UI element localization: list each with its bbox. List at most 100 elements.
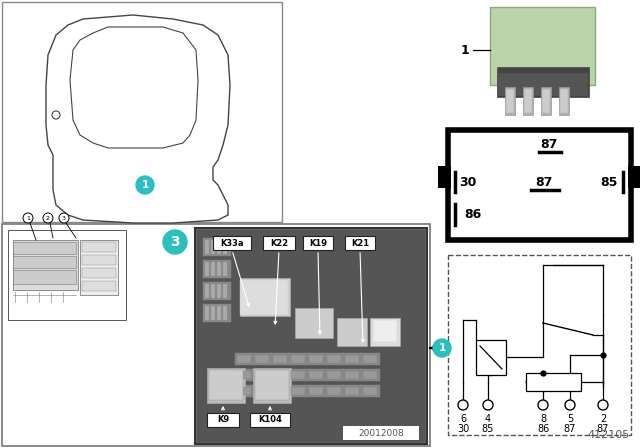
Bar (223, 306, 227, 320)
Text: 4: 4 (485, 414, 491, 424)
Text: 1: 1 (438, 343, 445, 353)
Bar (223, 262, 227, 276)
Bar (506, 89, 514, 113)
Circle shape (538, 400, 548, 410)
FancyBboxPatch shape (490, 7, 595, 85)
Bar (235, 353, 380, 365)
Bar (560, 89, 568, 113)
Text: 20012008: 20012008 (358, 428, 404, 438)
Text: 1: 1 (141, 180, 148, 190)
Text: 85: 85 (482, 424, 494, 434)
Bar (263, 236, 295, 250)
Bar (343, 426, 419, 440)
Bar (559, 87, 569, 115)
Circle shape (59, 213, 69, 223)
Bar (217, 262, 221, 276)
Bar (628, 166, 640, 188)
Bar (235, 385, 380, 397)
Bar (237, 387, 251, 395)
Bar (345, 236, 375, 250)
Text: 30: 30 (460, 176, 477, 189)
Polygon shape (46, 15, 230, 223)
Text: 2: 2 (46, 215, 50, 220)
Bar (205, 240, 209, 254)
Bar (211, 284, 215, 298)
Bar (327, 355, 341, 363)
Text: 5: 5 (567, 414, 573, 424)
Bar (273, 387, 287, 395)
Bar (526, 373, 581, 391)
Bar (2, 2, 282, 222)
Bar (345, 387, 359, 395)
Circle shape (565, 400, 575, 410)
Bar (211, 262, 215, 276)
Bar (82, 268, 116, 278)
Bar (217, 306, 221, 320)
Bar (205, 262, 209, 276)
Bar (205, 284, 209, 298)
Bar (505, 87, 515, 115)
Bar (303, 236, 333, 250)
Text: 3: 3 (170, 235, 180, 249)
Bar (363, 387, 377, 395)
Bar (223, 240, 227, 254)
Bar (240, 278, 290, 316)
Bar (2, 224, 430, 446)
Bar (253, 368, 291, 403)
Bar (82, 242, 116, 252)
Text: 87: 87 (597, 424, 609, 434)
Circle shape (458, 400, 468, 410)
Circle shape (433, 339, 451, 357)
Text: K21: K21 (351, 238, 369, 247)
Bar (448, 130, 631, 240)
Text: 87: 87 (564, 424, 576, 434)
Text: 8: 8 (540, 414, 546, 424)
Bar (13, 256, 76, 268)
Bar (203, 260, 231, 278)
Bar (542, 89, 550, 113)
Bar (273, 355, 287, 363)
Bar (205, 306, 209, 320)
Bar (309, 355, 323, 363)
Bar (291, 387, 305, 395)
Bar (541, 87, 551, 115)
Bar (309, 371, 323, 379)
Text: 2: 2 (600, 414, 606, 424)
Bar (291, 371, 305, 379)
Bar (476, 340, 506, 375)
Bar (209, 370, 243, 400)
Bar (373, 320, 397, 342)
Bar (250, 413, 290, 427)
Text: 1: 1 (460, 43, 469, 56)
Bar (363, 371, 377, 379)
Text: 3: 3 (62, 215, 66, 220)
Bar (291, 355, 305, 363)
Circle shape (23, 213, 33, 223)
Bar (345, 355, 359, 363)
Text: 6: 6 (460, 414, 466, 424)
Text: K22: K22 (270, 238, 288, 247)
Bar (203, 304, 231, 322)
Text: K9: K9 (217, 415, 229, 425)
Text: 86: 86 (465, 207, 482, 220)
Bar (207, 413, 239, 427)
Text: 30: 30 (457, 424, 469, 434)
Circle shape (136, 176, 154, 194)
Bar (217, 240, 221, 254)
Bar (235, 369, 380, 381)
Bar (497, 73, 587, 95)
Bar (13, 270, 76, 284)
Bar (195, 228, 427, 444)
Text: 412105: 412105 (588, 430, 630, 440)
Bar (370, 318, 400, 346)
Bar (237, 355, 251, 363)
Bar (327, 387, 341, 395)
Bar (448, 255, 631, 435)
Text: 1: 1 (26, 215, 30, 220)
Bar (295, 308, 333, 338)
Bar (82, 255, 116, 265)
Bar (203, 238, 231, 256)
Bar (237, 371, 251, 379)
Bar (13, 242, 76, 254)
Circle shape (598, 400, 608, 410)
